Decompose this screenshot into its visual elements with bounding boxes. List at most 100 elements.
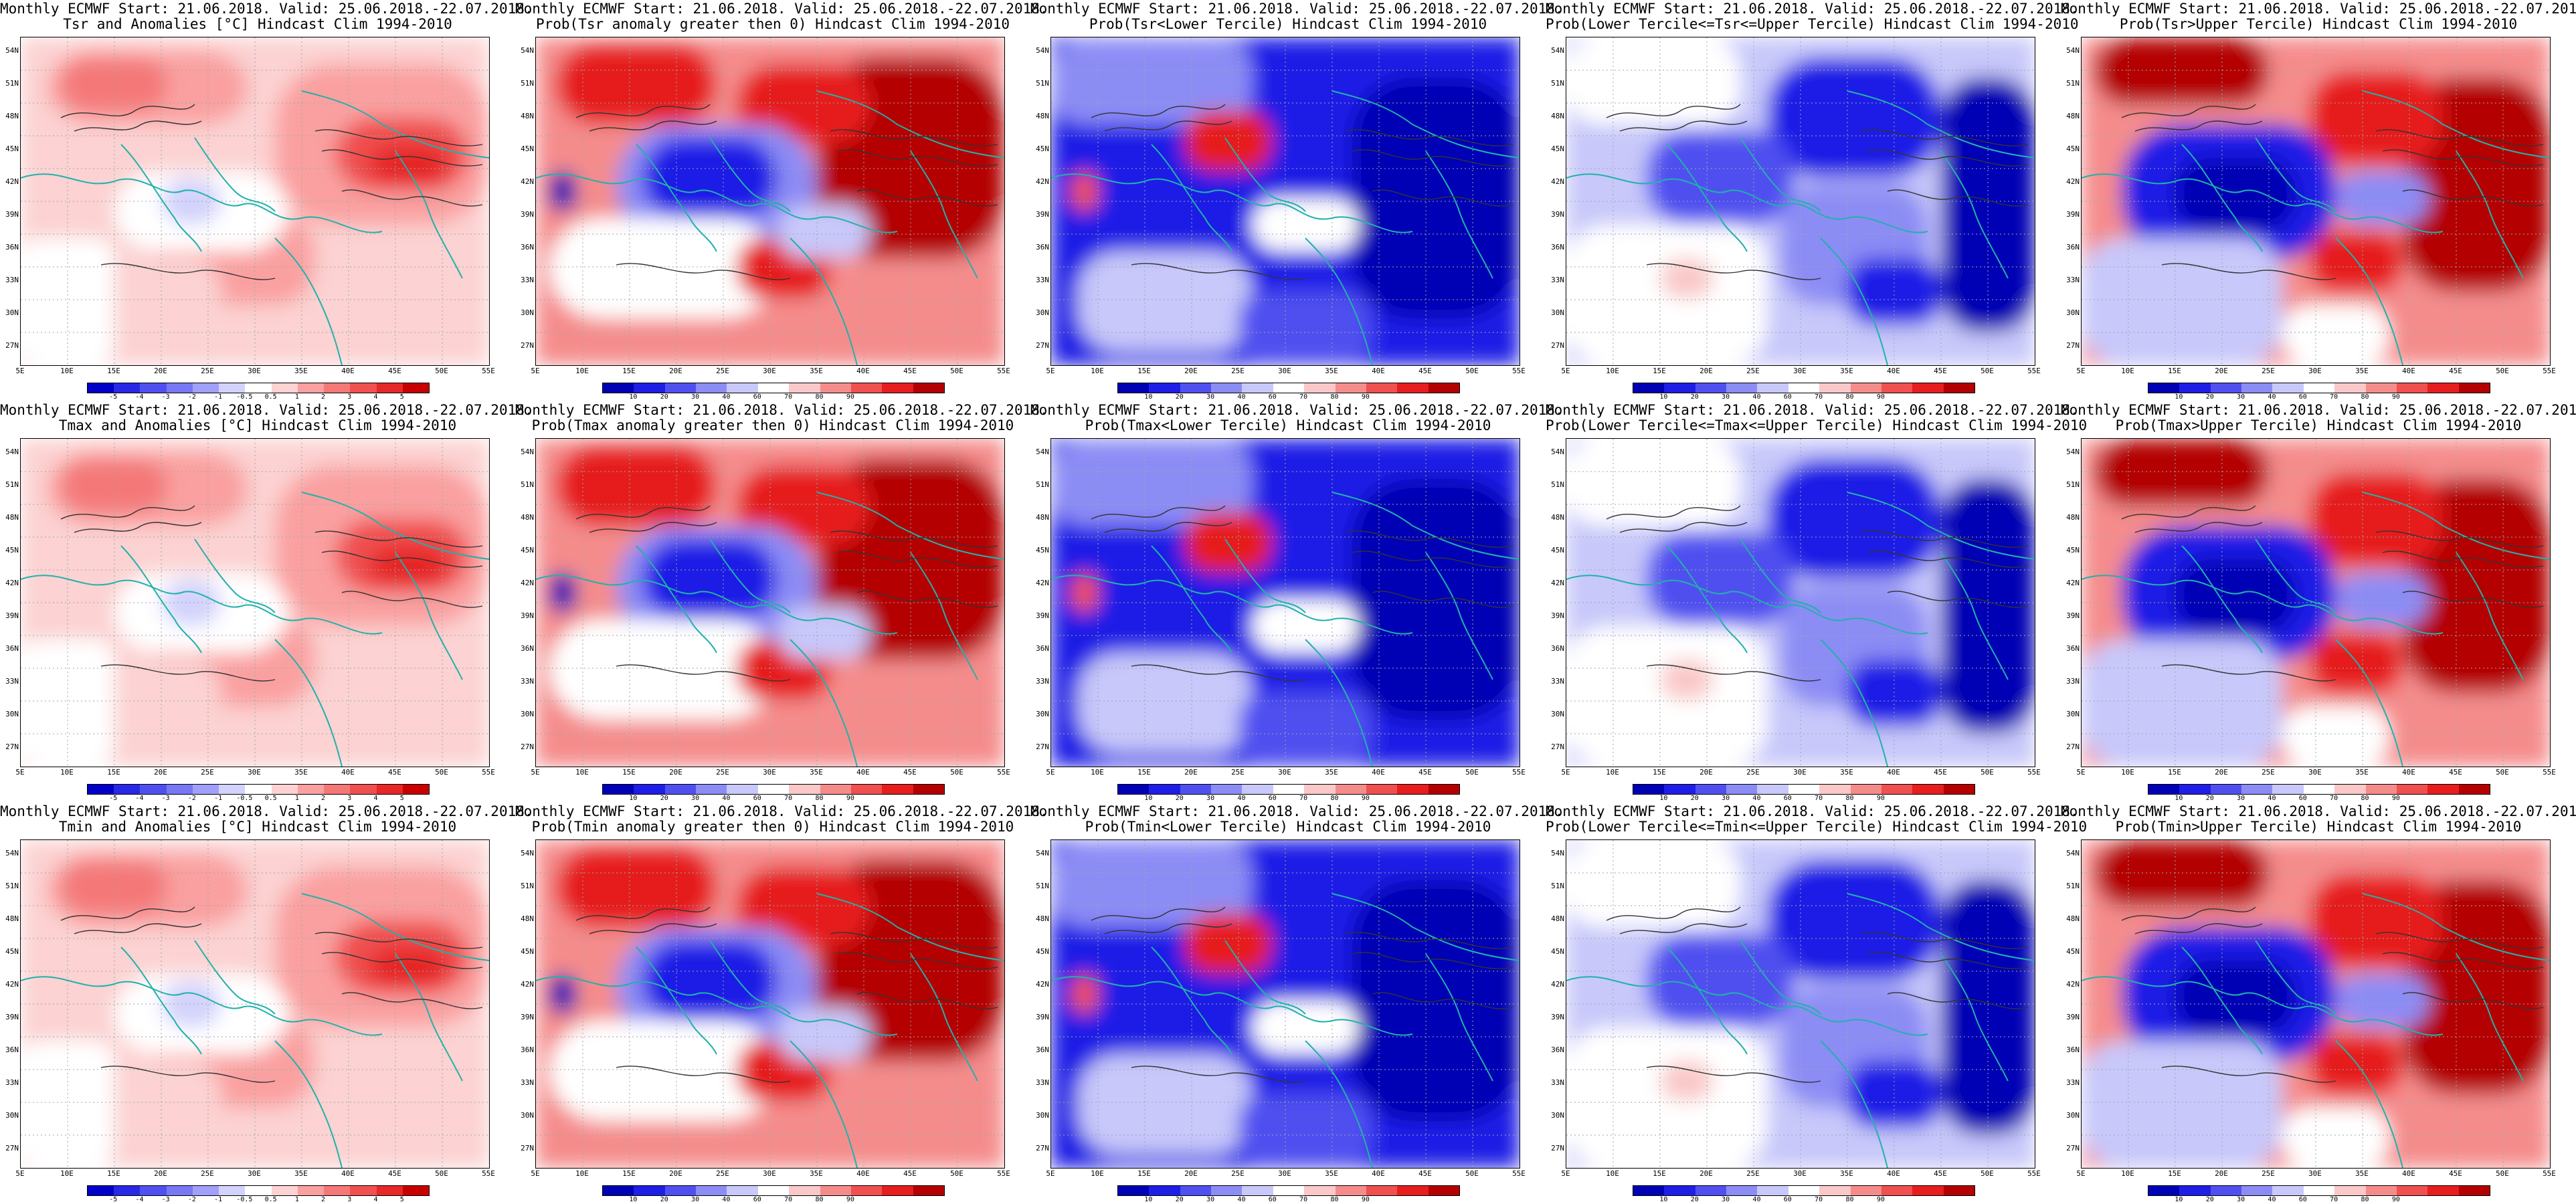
- longitude-label: 45E: [1934, 1169, 1947, 1178]
- longitude-label: 20E: [669, 367, 682, 375]
- longitude-label: 50E: [1465, 768, 1479, 777]
- field-region: [737, 64, 870, 144]
- colorbar-tick-label: 80: [1330, 795, 1339, 802]
- colorbar-cell: [757, 383, 790, 393]
- colorbar-cell: [88, 1186, 114, 1195]
- latitude-label: 51N: [5, 480, 19, 489]
- latitude-label: 33N: [2066, 677, 2080, 686]
- colorbar-cell: [1304, 383, 1336, 393]
- coastline: [1051, 976, 1413, 1036]
- contour-line: [60, 104, 195, 118]
- colorbar-tick-label: -1: [214, 393, 223, 401]
- colorbar-tick-label: 1: [294, 393, 299, 401]
- panel-title-line2: Prob(Tsr>Upper Tercile) Hindcast Clim 19…: [2119, 16, 2518, 32]
- field-region: [1647, 934, 1794, 1027]
- colorbar-cell: [271, 785, 298, 794]
- colorbar-tick-label: 30: [1722, 1196, 1730, 1203]
- colorbar: [1117, 784, 1460, 795]
- colorbar-cell: [1211, 1186, 1243, 1195]
- colorbar-cell: [2272, 785, 2304, 794]
- coastline: [1666, 545, 1748, 654]
- panel-title-line2: Prob(Tsr anomaly greater then 0) Hindcas…: [535, 16, 1010, 32]
- forecast-panel: Monthly ECMWF Start: 21.06.2018. Valid: …: [2061, 803, 2576, 1204]
- latitude-label: 36N: [1036, 243, 1049, 252]
- colorbar-cell: [2210, 1186, 2242, 1195]
- longitude-label: 35E: [810, 1169, 823, 1178]
- latitude-label: 48N: [1551, 112, 1564, 120]
- longitude-label: 30E: [248, 1169, 261, 1178]
- latitude-label: 27N: [2066, 742, 2080, 751]
- field-region: [1078, 653, 1252, 753]
- colorbar-tick-label: 80: [1330, 1196, 1339, 1203]
- longitude-label: 15E: [2168, 367, 2181, 375]
- contour-line: [1091, 906, 1226, 921]
- colorbar: [1117, 383, 1460, 393]
- longitude-label: 10E: [2121, 1169, 2134, 1178]
- field-region: [2309, 874, 2443, 967]
- latitude-label: 39N: [521, 1013, 534, 1021]
- latitude-label: 30N: [521, 710, 534, 718]
- colorbar-cell: [1242, 785, 1273, 794]
- map-plot: [535, 839, 1005, 1169]
- field-region: [1566, 37, 1740, 124]
- colorbar-ticks: 10 20 30 40 60 70 80 90: [1117, 393, 1459, 401]
- contour-line: [341, 591, 483, 608]
- field-region: [1660, 660, 1714, 700]
- colorbar-cell: [271, 1186, 298, 1195]
- colorbar-cell: [1633, 1186, 1665, 1195]
- colorbar-tick-label: 20: [1690, 795, 1699, 802]
- colorbar-tick-label: 60: [1783, 393, 1792, 401]
- latitude-label: 45N: [2066, 947, 2080, 956]
- longitude-label: 55E: [997, 768, 1010, 777]
- colorbar-ticks: 10 20 30 40 60 70 80 90: [1633, 393, 1974, 401]
- colorbar-cell: [245, 785, 272, 794]
- colorbar-cell: [2272, 383, 2304, 393]
- coastline: [2456, 953, 2524, 1082]
- colorbar-tick-label: 70: [1299, 1196, 1308, 1203]
- coastline: [1051, 173, 1413, 233]
- longitude-label: 35E: [1325, 768, 1338, 777]
- contour-line: [1352, 149, 1513, 167]
- latitude-label: 51N: [1551, 480, 1564, 489]
- colorbar-tick-label: -4: [135, 795, 144, 802]
- contour-line: [60, 906, 195, 921]
- colorbar-tick-label: -2: [187, 795, 196, 802]
- colorbar-cell: [1273, 785, 1305, 794]
- colorbar-cell: [882, 1186, 913, 1195]
- colorbar-cell: [88, 383, 114, 393]
- latitude-label: 48N: [2066, 513, 2080, 522]
- colorbar-cell: [882, 383, 913, 393]
- colorbar-tick-label: 1: [294, 1196, 299, 1203]
- colorbar-cell: [2241, 383, 2273, 393]
- panel-title-line1: Monthly ECMWF Start: 21.06.2018. Valid: …: [1546, 1, 2079, 17]
- colorbar: [2148, 784, 2490, 795]
- coastline: [1151, 144, 1232, 252]
- colorbar-tick-label: -2: [187, 1196, 196, 1203]
- latitude-label: 39N: [1551, 611, 1564, 620]
- colorbar-tick-label: 80: [1330, 393, 1339, 401]
- coastline: [2335, 639, 2403, 767]
- field-region: [549, 573, 576, 613]
- colorbar-cell: [603, 1186, 634, 1195]
- contour-line: [2402, 992, 2544, 1009]
- longitude-label: 50E: [1465, 367, 1479, 375]
- colorbar-tick-label: 90: [846, 1196, 854, 1203]
- colorbar-cell: [140, 785, 167, 794]
- contour-line: [1619, 522, 1748, 533]
- colorbar-cell: [2303, 785, 2335, 794]
- latitude-label: 30N: [2066, 308, 2080, 317]
- colorbar-tick-label: 40: [2268, 393, 2276, 401]
- latitude-label: 51N: [2066, 882, 2080, 890]
- colorbar-cell: [2334, 785, 2366, 794]
- field-region: [2082, 1041, 2282, 1168]
- latitude-label: 33N: [5, 677, 19, 686]
- contour-line: [575, 505, 711, 520]
- colorbar-cell: [2303, 1186, 2335, 1195]
- field-region: [2095, 840, 2269, 907]
- latitude-label: 54N: [521, 849, 534, 858]
- longitude-label: 40E: [341, 768, 355, 777]
- field-region: [2336, 171, 2429, 225]
- colorbar-tick-label: 60: [2298, 393, 2307, 401]
- forecast-panel: Monthly ECMWF Start: 21.06.2018. Valid: …: [2061, 0, 2576, 401]
- longitude-label: 30E: [1793, 367, 1807, 375]
